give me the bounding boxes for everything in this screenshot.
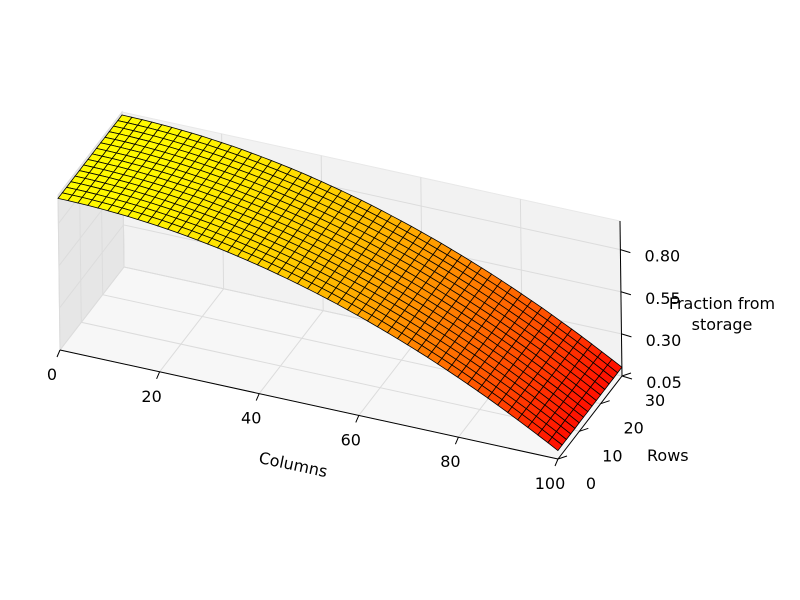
x-tick (355, 415, 360, 423)
surface-mesh (57, 114, 623, 452)
y-axis-line (557, 375, 623, 460)
x-tick-label: 60 (341, 430, 361, 449)
y-tick (557, 455, 568, 460)
y-tick-label: 20 (623, 419, 643, 438)
x-tick (454, 437, 459, 445)
x-tick-label: 80 (440, 452, 460, 471)
z-tick-label: 0.05 (646, 373, 682, 392)
z-tick (621, 375, 633, 380)
x-tick (554, 458, 559, 467)
x-tick (255, 393, 260, 401)
x-axis-label: Columns (257, 448, 329, 481)
x-tick-label: 20 (141, 387, 161, 406)
x-tick-label: 0 (47, 365, 57, 384)
tick-marks (56, 249, 633, 467)
y-tick (621, 372, 632, 377)
x-axis-line (59, 349, 559, 460)
x-tick-label: 40 (241, 409, 261, 428)
y-tick (600, 400, 610, 405)
z-axis-label-line2: storage (692, 315, 753, 334)
axis-lines (59, 220, 623, 460)
y-tick-label: 10 (602, 446, 622, 465)
y-axis-label: Rows (647, 446, 689, 465)
z-tick-label: 0.55 (645, 289, 681, 308)
surface-cell (547, 436, 563, 452)
z-axis-line (619, 220, 623, 377)
z-tick (621, 333, 632, 338)
z-axis-label-line1: Fraction from (669, 294, 775, 313)
y-tick-label: 30 (645, 391, 665, 410)
x-tick-label: 100 (535, 474, 566, 493)
z-tick-label: 0.80 (645, 247, 681, 266)
z-tick-label: 0.30 (646, 331, 682, 350)
x-tick (156, 371, 161, 379)
z-tick (620, 291, 632, 296)
z-tick (620, 249, 631, 254)
x-tick (56, 349, 61, 358)
y-tick-label: 0 (586, 474, 596, 493)
y-tick (579, 427, 589, 432)
